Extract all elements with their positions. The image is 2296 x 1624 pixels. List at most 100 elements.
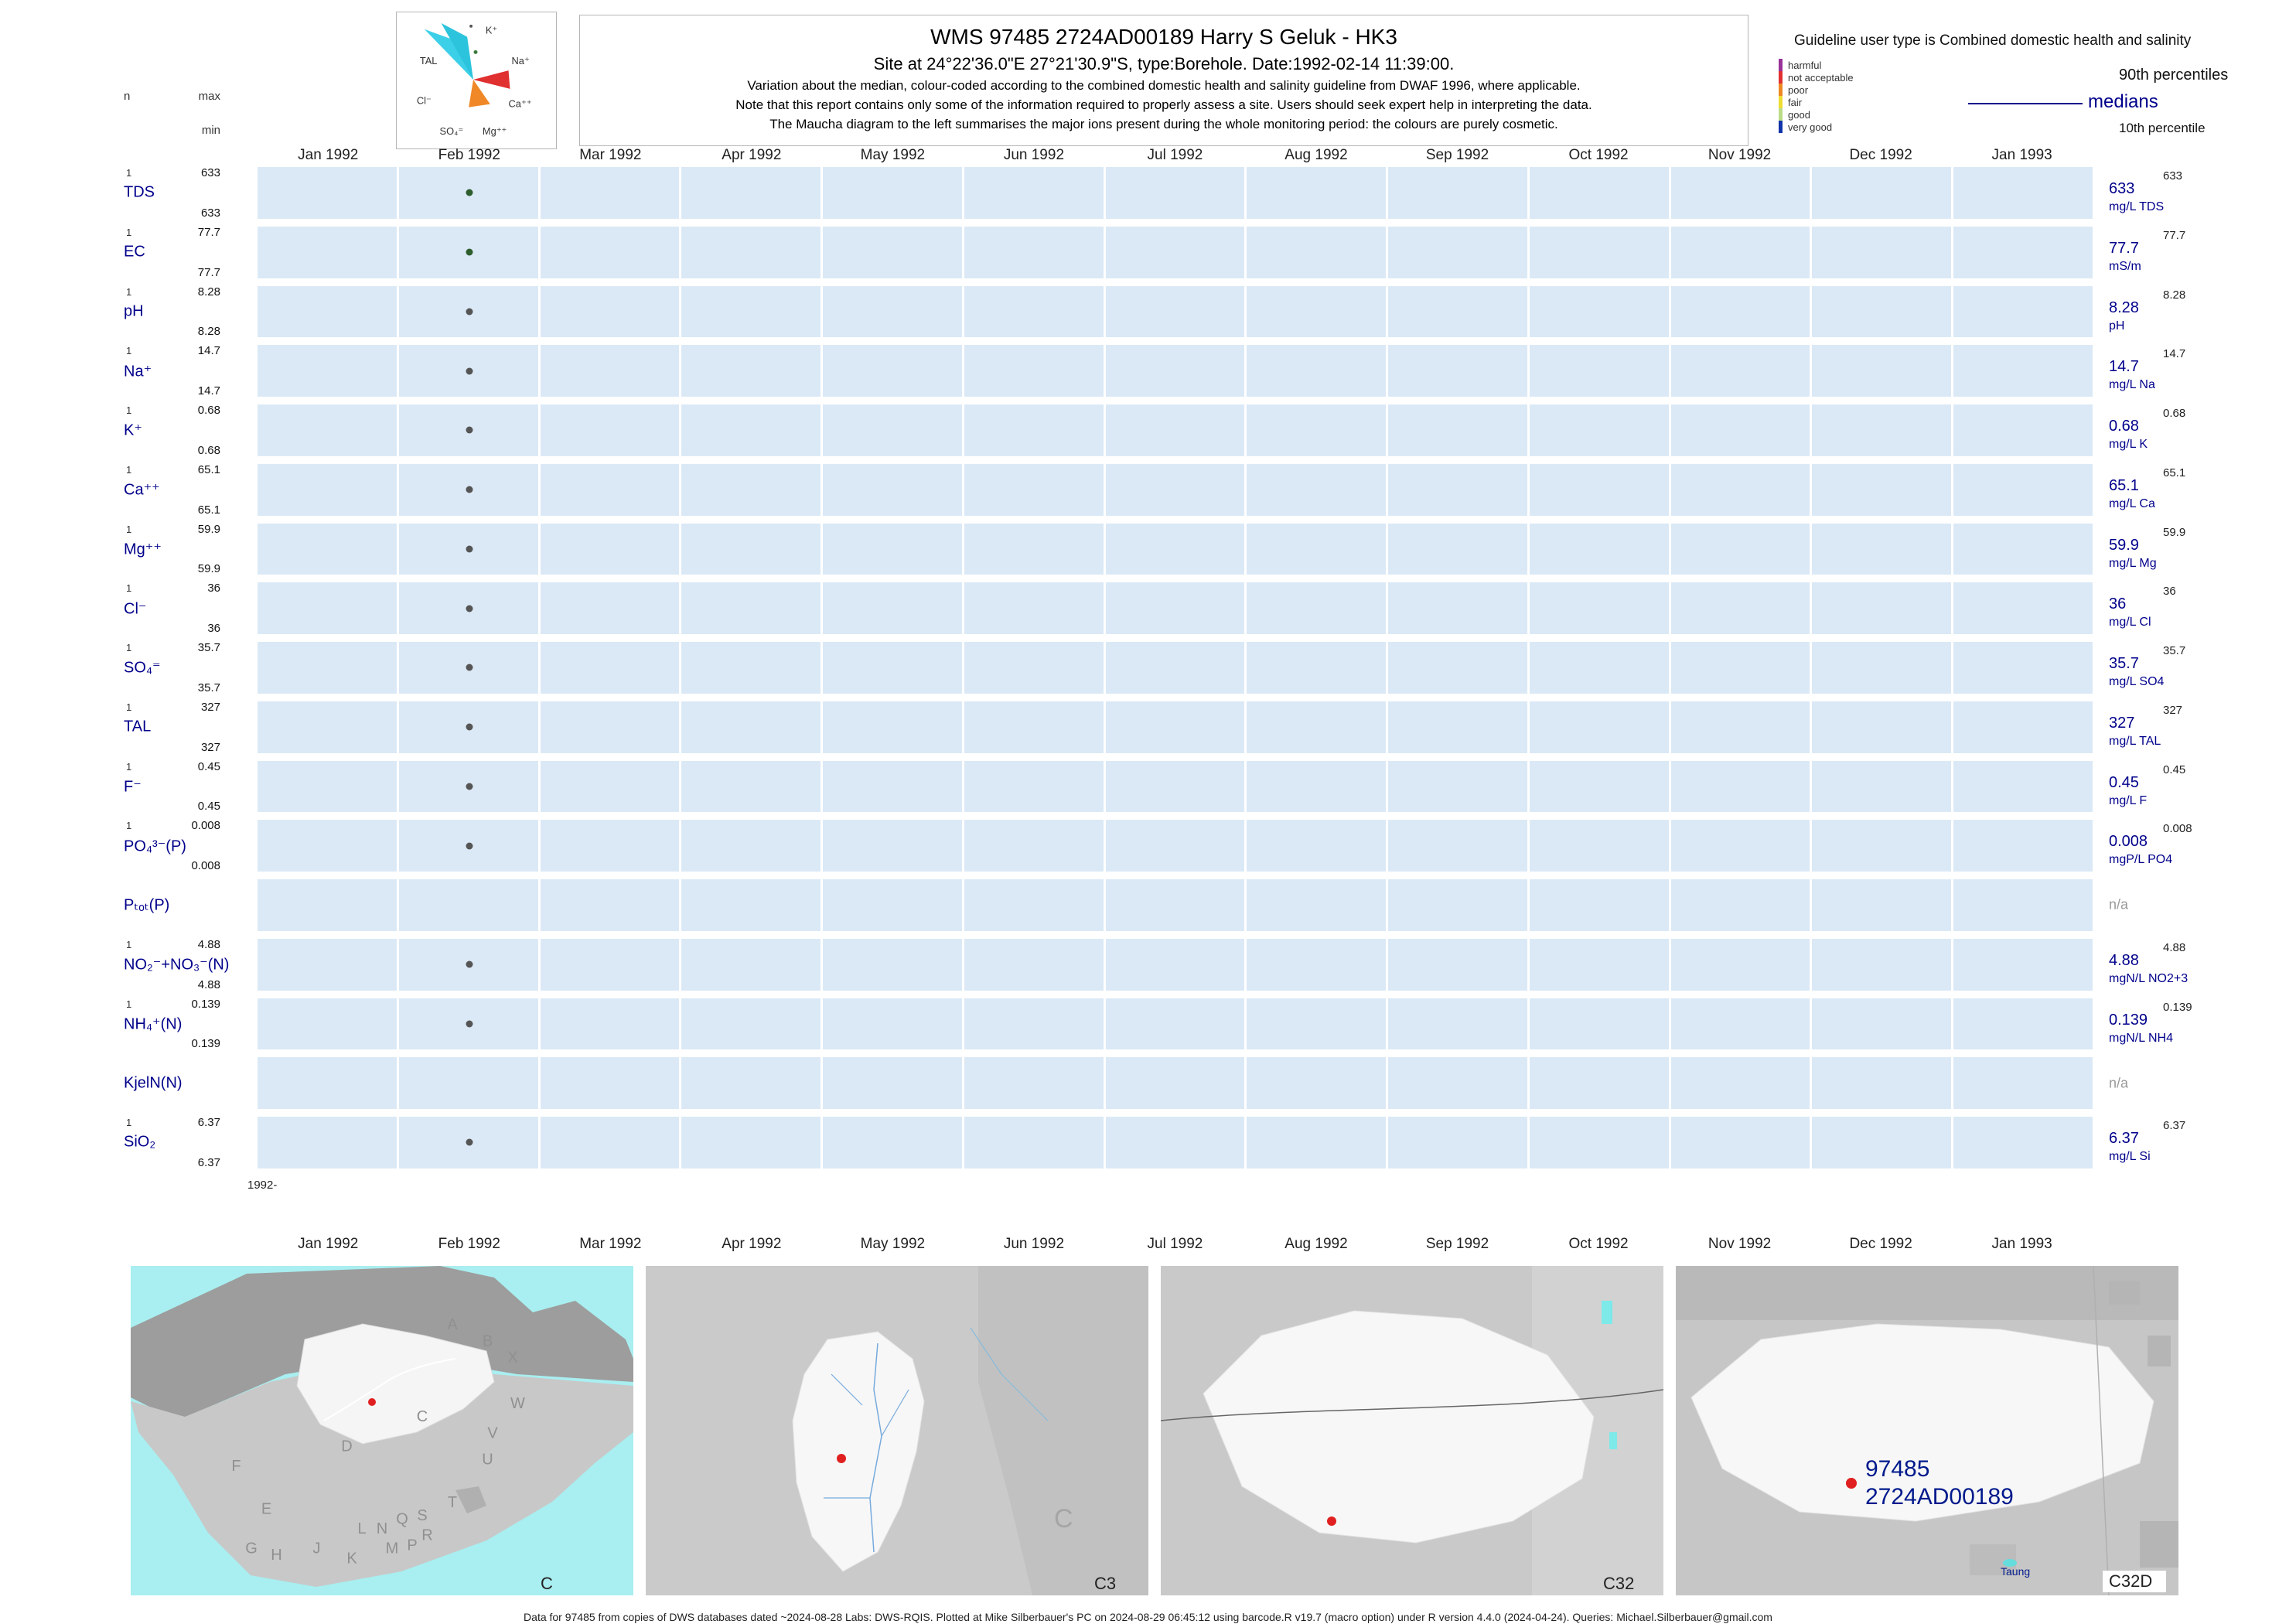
month-cell <box>964 345 1104 397</box>
month-cell <box>1670 1117 1810 1169</box>
month-label: Jun 1992 <box>1003 147 1065 163</box>
month-cell <box>681 285 821 338</box>
footer-provenance: Data for 97485 from copies of DWS databa… <box>524 1611 1772 1623</box>
month-label: Sep 1992 <box>1425 1236 1489 1252</box>
parameter-label: Ca⁺⁺ <box>124 481 160 499</box>
median-value: 4.88 <box>2109 951 2139 969</box>
parameter-label: K⁺ <box>124 421 142 439</box>
month-cell <box>1105 523 1245 575</box>
max-value: 59.9 <box>197 522 220 536</box>
map-quaternary-drainage: 97485 2724AD00189 Taung C32D <box>1676 1266 2178 1595</box>
map-secondary-drainage: C C3 <box>646 1266 1148 1595</box>
month-cell <box>823 582 962 634</box>
sample-dot <box>466 1138 473 1146</box>
month-cell <box>681 701 821 753</box>
p90-value: 0.68 <box>2163 407 2186 420</box>
unit-label: mgN/L NH4 <box>2109 1031 2173 1045</box>
drainage-region-letter: M <box>386 1540 399 1557</box>
month-cell <box>1529 998 1669 1050</box>
drainage-region-letter: G <box>245 1540 258 1557</box>
min-value: 0.68 <box>197 443 220 457</box>
month-cell <box>1953 642 2093 694</box>
month-cell <box>1670 938 1810 991</box>
month-cell <box>1388 285 1527 338</box>
median-line-sample <box>1968 103 2083 104</box>
legend-scale-label: very good <box>1788 121 1833 133</box>
min-value: 6.37 <box>197 1155 220 1169</box>
month-cell <box>964 226 1104 278</box>
maucha-diagram: K⁺ Na⁺ Ca⁺⁺ Mg⁺⁺ SO₄⁼ Cl⁻ TAL <box>396 12 557 149</box>
month-cell <box>1247 998 1387 1050</box>
min-value: 36 <box>207 622 220 635</box>
month-cell <box>823 1057 962 1109</box>
month-cell <box>540 820 680 872</box>
water-body <box>1602 1301 1612 1324</box>
sample-dot <box>466 842 473 850</box>
month-cell <box>1247 820 1387 872</box>
month-cell <box>1105 1057 1245 1109</box>
month-cell <box>1247 463 1387 516</box>
month-cell <box>964 879 1104 931</box>
parameter-row: 1 8.28 pH 8.28 8.28 8.28 pH <box>0 282 2296 342</box>
drainage-region-letter: V <box>487 1425 498 1442</box>
legend-scale-item: harmful <box>1779 59 1854 71</box>
month-cell <box>1953 523 2093 575</box>
month-cell <box>1247 938 1387 991</box>
drainage-region-letter: L <box>357 1520 366 1537</box>
month-cell <box>1105 226 1245 278</box>
month-cell <box>1529 582 1669 634</box>
month-cell <box>1105 345 1245 397</box>
month-cell <box>540 998 680 1050</box>
maucha-cl-wedge <box>441 22 474 80</box>
month-cell <box>1388 820 1527 872</box>
sample-count: 1 <box>126 167 132 179</box>
row-band <box>258 998 2093 1050</box>
month-cell <box>1388 523 1527 575</box>
sample-count: 1 <box>126 463 132 476</box>
sample-dot <box>466 723 473 731</box>
month-cell <box>1529 938 1669 991</box>
month-cell <box>1247 345 1387 397</box>
month-cell <box>1105 582 1245 634</box>
sample-dot <box>466 783 473 790</box>
water-body <box>1609 1432 1617 1449</box>
road-line <box>1161 1389 1663 1421</box>
month-cell <box>964 760 1104 813</box>
month-cell <box>258 582 397 634</box>
row-band <box>258 938 2093 991</box>
month-cell <box>681 998 821 1050</box>
note-variation: Variation about the median, colour-coded… <box>747 78 1581 93</box>
parameter-row: 1 0.68 K⁺ 0.68 0.68 0.68 mg/L K <box>0 401 2296 460</box>
row-band <box>258 167 2093 219</box>
min-value: 14.7 <box>197 384 220 397</box>
site-subtitle: Site at 24°22'36.0"E 27°21'30.9"S, type:… <box>873 54 1455 73</box>
drainage-region-letter: S <box>417 1507 427 1524</box>
median-value: 8.28 <box>2109 299 2139 316</box>
month-cell <box>1812 226 1952 278</box>
month-cell <box>1812 345 1952 397</box>
p90-value: 77.7 <box>2163 228 2186 242</box>
maucha-na-marker <box>473 49 478 54</box>
unit-label: mg/L Cl <box>2109 616 2151 629</box>
drainage-region-letter: B <box>483 1332 493 1349</box>
drainage-region-letter: X <box>507 1349 517 1366</box>
month-cell <box>1670 285 1810 338</box>
month-cell <box>1388 1057 1527 1109</box>
month-cell <box>1247 879 1387 931</box>
month-cell <box>1953 404 2093 456</box>
month-cell <box>258 760 397 813</box>
maucha-label-ca: Ca⁺⁺ <box>509 98 532 110</box>
month-cell <box>681 404 821 456</box>
sample-dot <box>466 308 473 316</box>
month-cell <box>1247 701 1387 753</box>
map-code-box <box>2103 1571 2166 1592</box>
month-cell <box>823 167 962 219</box>
p90-value: 35.7 <box>2163 644 2186 657</box>
month-cell <box>823 701 962 753</box>
month-cell <box>681 820 821 872</box>
month-cell <box>540 938 680 991</box>
legend-scale-label: not acceptable <box>1788 71 1854 84</box>
month-cell <box>1953 167 2093 219</box>
legend-scale-label: good <box>1788 108 1810 121</box>
month-cell <box>398 879 538 931</box>
